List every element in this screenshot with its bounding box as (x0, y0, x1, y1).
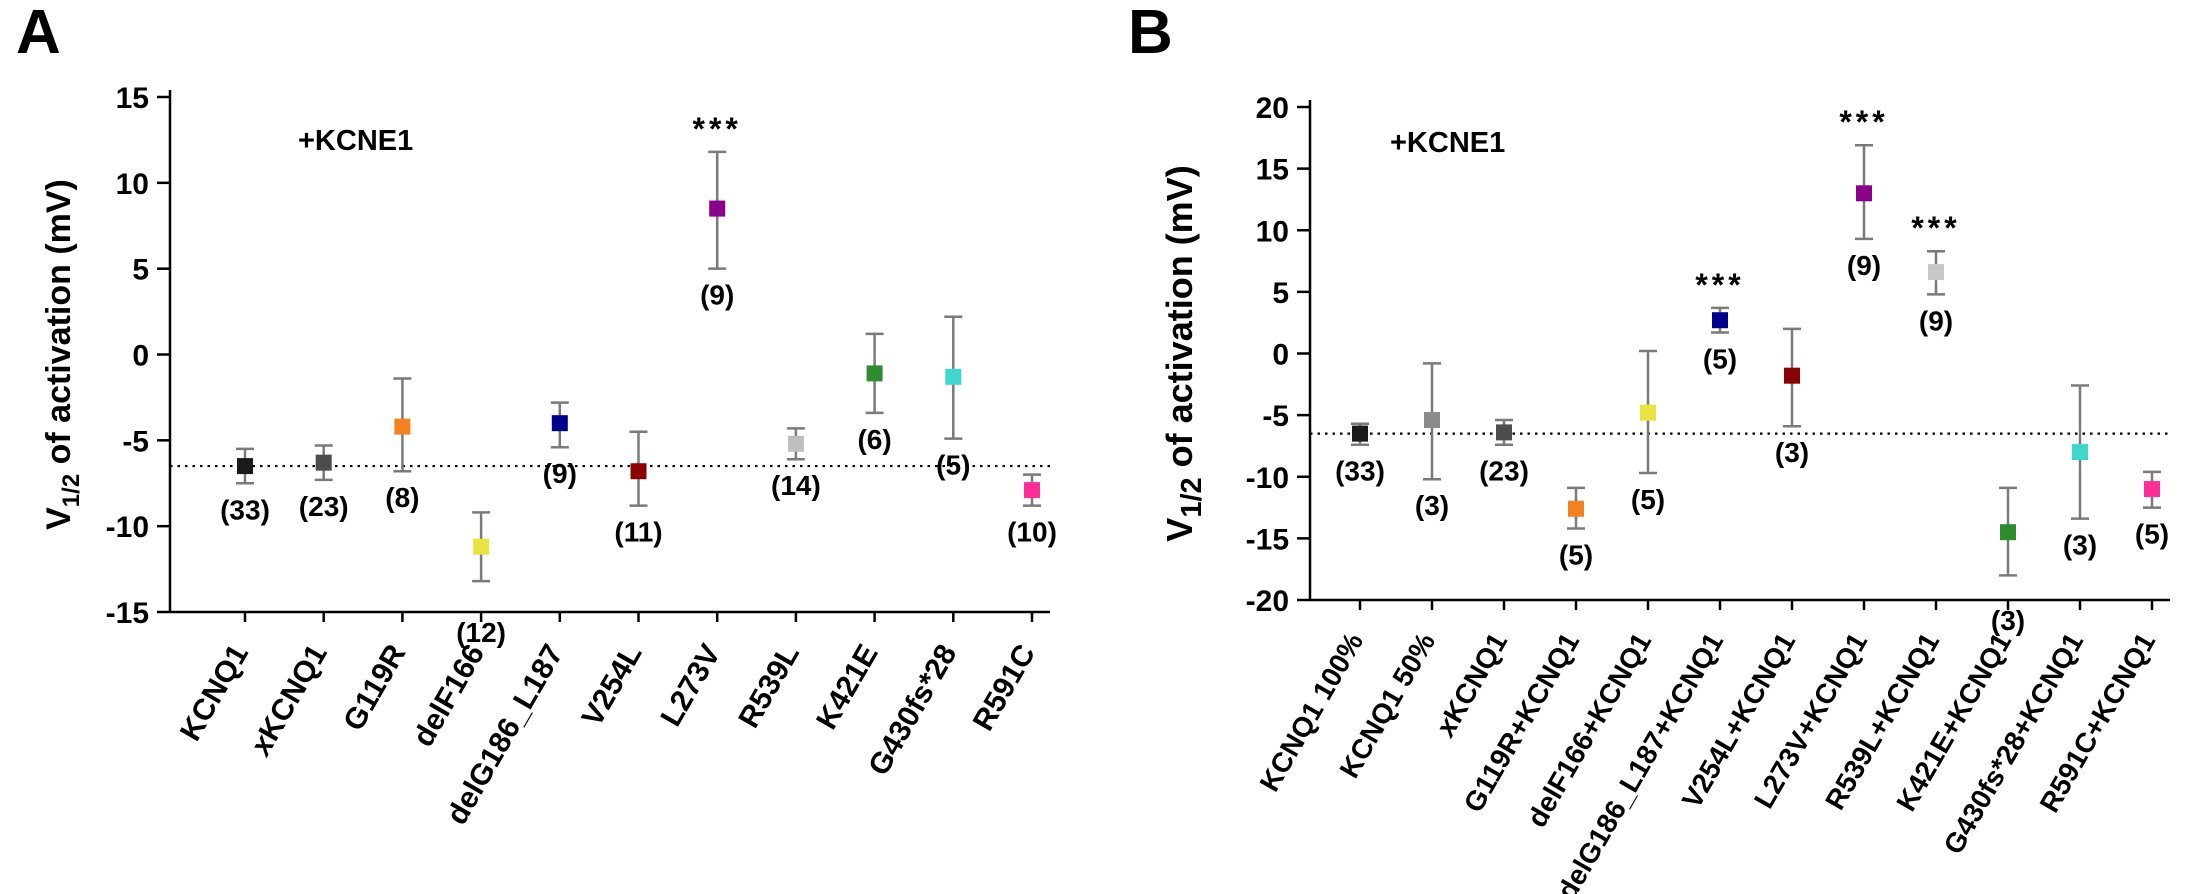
y-tick-label: -5 (1262, 400, 1289, 433)
significance-stars: *** (1695, 267, 1744, 303)
data-point-marker (1352, 425, 1368, 442)
n-count-label: (9) (1919, 305, 1953, 336)
panel-b-chart: 20 15 10 5 0 -5 -10 -15 -20 +KCNE1 V1/2 of activat… (1159, 92, 2170, 894)
significance-stars: *** (1911, 210, 1960, 246)
data-point-marker (709, 200, 726, 217)
n-count-label: (10) (1007, 517, 1057, 548)
data-point-marker (1712, 312, 1728, 329)
y-tick-label: 10 (1256, 215, 1289, 248)
y-tick-label: 20 (1256, 92, 1289, 125)
n-count-label: (6) (857, 424, 891, 455)
panel-b-letter: B (1128, 0, 1173, 67)
category-label: V254L (576, 639, 649, 732)
panel-a: A 15 10 5 0 -5 -10 -15 +KCNE1 V1/2 of activation… (0, 0, 1080, 894)
n-count-label: (9) (543, 458, 577, 489)
panel-a-letter: A (16, 0, 61, 67)
data-point-marker (1568, 500, 1584, 517)
y-tick-label: 0 (1272, 339, 1289, 372)
data-point-marker (1424, 412, 1440, 429)
y-axis-title: V1/2 of activation (mV) (1159, 165, 1208, 541)
n-count-label: (5) (1703, 344, 1737, 375)
category-label: delF166 (407, 639, 491, 752)
n-count-label: (14) (771, 470, 821, 501)
y-tick-label: 5 (1272, 277, 1289, 310)
n-count-label: (12) (456, 617, 506, 648)
data-point-marker (394, 418, 411, 435)
significance-stars: *** (693, 111, 742, 147)
n-count-label: (11) (614, 517, 662, 548)
data-point-marker (473, 538, 490, 555)
n-count-label: (5) (2135, 519, 2169, 550)
y-tick-label: 15 (1256, 154, 1289, 187)
data-point-marker (1024, 482, 1040, 499)
kcne1-annotation: +KCNE1 (1390, 127, 1505, 159)
n-count-label: (3) (1775, 437, 1809, 468)
n-count-label: (33) (220, 494, 270, 525)
category-label: G119R (337, 639, 412, 737)
data-point-marker (1784, 367, 1800, 384)
n-count-label: (23) (299, 491, 349, 522)
n-count-label: (5) (1559, 540, 1593, 571)
category-label: L273V (654, 639, 727, 732)
data-point-marker (945, 368, 962, 385)
significance-stars: *** (1839, 104, 1888, 140)
n-count-label: (9) (1847, 250, 1881, 281)
category-label: xKCNQ1 (243, 639, 333, 763)
n-count-label: (9) (700, 280, 734, 311)
n-count-label: (23) (1479, 456, 1529, 487)
data-point-marker (551, 415, 568, 432)
category-label: R539L (732, 639, 806, 733)
category-label: K421E (810, 639, 884, 735)
n-count-label: (5) (936, 450, 970, 481)
y-tick-label: 5 (132, 254, 149, 287)
data-point-marker (2072, 444, 2088, 461)
data-point-marker (2000, 524, 2016, 541)
y-tick-label: -15 (106, 597, 149, 630)
y-tick-label: -20 (1246, 585, 1289, 618)
category-label: KCNQ1 (174, 639, 255, 746)
panel-b: B 20 15 10 5 0 -5 -10 -15 -20 +KCNE1 V1/2 of activ… (1080, 0, 2201, 894)
data-point-marker (315, 454, 332, 471)
n-count-label: (33) (1335, 456, 1385, 487)
data-point-marker (1640, 404, 1656, 421)
data-point-marker (787, 435, 804, 452)
data-point-marker (1928, 264, 1944, 281)
data-point-marker (630, 463, 647, 480)
y-tick-label: -10 (106, 511, 149, 544)
n-count-label: (3) (1415, 490, 1449, 521)
n-count-label: (8) (385, 482, 419, 513)
panel-a-chart: 15 10 5 0 -5 -10 -15 +KCNE1 V1/2 of activation (… (40, 82, 1057, 830)
y-tick-label: 15 (116, 82, 149, 115)
data-point-marker (1496, 424, 1512, 441)
n-count-label: (5) (1631, 484, 1665, 515)
y-tick-label: 0 (132, 340, 149, 373)
data-point-marker (866, 365, 883, 382)
data-point-marker (2144, 481, 2160, 498)
y-tick-label: -10 (1246, 462, 1289, 495)
kcne1-annotation: +KCNE1 (298, 125, 413, 157)
n-count-label: (3) (2063, 530, 2097, 561)
y-tick-label: -5 (122, 425, 149, 458)
y-tick-label: 10 (116, 168, 149, 201)
category-label: R591C (967, 639, 1042, 736)
y-axis-title: V1/2 of activation (mV) (40, 179, 85, 530)
n-count-label: (3) (1991, 605, 2025, 636)
y-tick-label: -15 (1246, 523, 1289, 556)
data-point-marker (237, 458, 253, 475)
data-point-marker (1856, 185, 1872, 202)
